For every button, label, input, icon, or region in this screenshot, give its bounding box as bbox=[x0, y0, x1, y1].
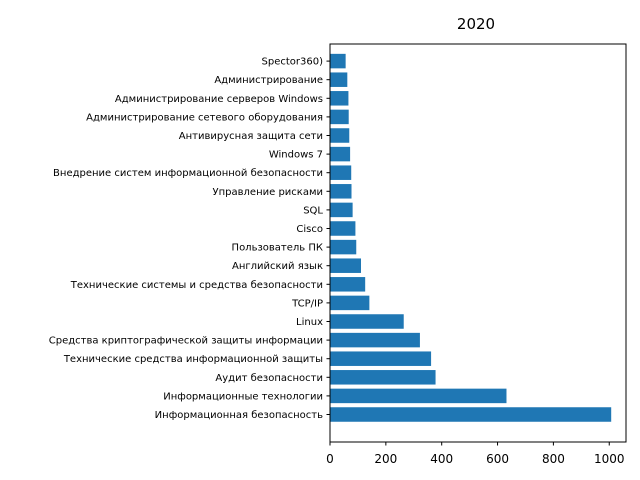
bar bbox=[330, 239, 357, 255]
bar bbox=[330, 221, 356, 236]
bar bbox=[330, 295, 370, 311]
y-tick-label: Управление рисками bbox=[213, 187, 323, 198]
bar bbox=[330, 370, 436, 385]
y-tick-label: Администрирование сетевого оборудования bbox=[86, 112, 323, 123]
y-tick-label: Информационные технологии bbox=[163, 391, 323, 402]
x-tick-label: 400 bbox=[430, 452, 453, 466]
bar bbox=[330, 388, 507, 404]
bar bbox=[330, 202, 353, 218]
x-tick-label: 0 bbox=[326, 452, 334, 466]
y-tick-label: TCP/IP bbox=[291, 298, 323, 309]
bar bbox=[330, 128, 350, 143]
bar bbox=[330, 351, 432, 366]
axes-frame bbox=[329, 43, 627, 443]
bar bbox=[330, 332, 420, 348]
y-tick-label: Технические средства информационной защи… bbox=[63, 354, 323, 365]
x-tick-label: 1000 bbox=[594, 452, 625, 466]
bar bbox=[330, 53, 346, 69]
bar bbox=[330, 407, 612, 422]
plot-area: Информационная безопасность Информационны… bbox=[49, 43, 627, 466]
y-tick-label: Администрирование bbox=[214, 75, 323, 86]
bar bbox=[330, 146, 351, 162]
chart-title: 2020 bbox=[457, 15, 495, 33]
y-tick-label: Технические системы и средства безопасно… bbox=[70, 280, 323, 291]
y-tick-label: Пользователь ПК bbox=[232, 243, 323, 254]
y-tick-label: SQL bbox=[303, 205, 323, 216]
bar bbox=[330, 109, 349, 125]
bar bbox=[330, 72, 348, 87]
x-tick-label: 600 bbox=[486, 452, 509, 466]
bar bbox=[330, 314, 404, 329]
y-tick-label: Средства криптографической защиты информ… bbox=[49, 336, 323, 347]
bar bbox=[330, 91, 349, 106]
x-tick-label: 200 bbox=[374, 452, 397, 466]
bar bbox=[330, 277, 366, 292]
y-tick-label: Английский язык bbox=[232, 261, 323, 272]
bar bbox=[330, 258, 361, 273]
y-tick-label: Аудит безопасности bbox=[215, 373, 323, 384]
x-tick-label: 800 bbox=[542, 452, 565, 466]
bar bbox=[330, 165, 352, 180]
y-tick-label: Антивирусная защита сети bbox=[179, 131, 323, 142]
y-tick-label: Cisco bbox=[296, 224, 323, 235]
bar bbox=[330, 184, 352, 199]
y-tick-label: Информационная безопасность bbox=[155, 410, 323, 421]
y-tick-label: Администрирование серверов Windows bbox=[115, 94, 323, 105]
y-tick-label: Windows 7 bbox=[269, 150, 323, 161]
y-tick-label: Внедрение систем информационной безопасн… bbox=[53, 168, 323, 179]
y-tick-label: Spector360) bbox=[262, 57, 324, 68]
y-tick-label: Linux bbox=[296, 317, 323, 328]
